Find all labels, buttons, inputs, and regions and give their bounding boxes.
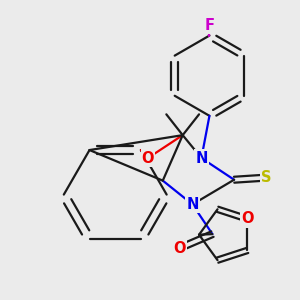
Text: S: S: [261, 170, 271, 185]
Text: O: O: [173, 241, 186, 256]
Text: N: N: [195, 151, 208, 166]
Text: N: N: [186, 197, 199, 212]
Text: O: O: [142, 151, 154, 166]
Text: F: F: [204, 18, 214, 33]
Text: O: O: [241, 212, 254, 226]
